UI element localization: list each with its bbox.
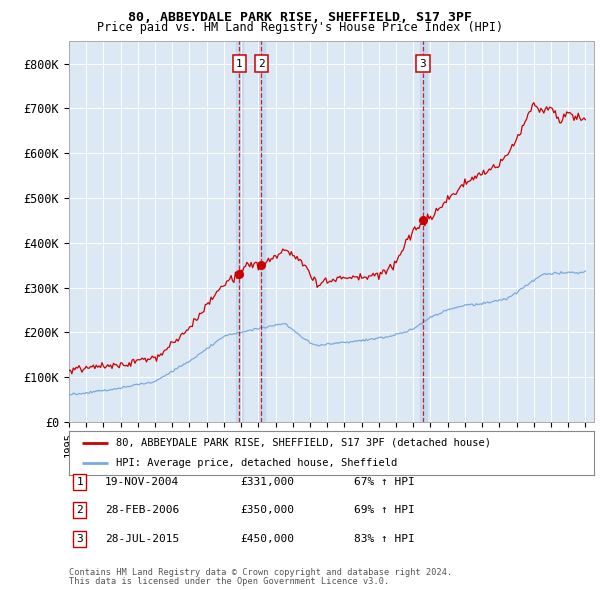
Bar [236,41,243,422]
Text: 1: 1 [236,58,243,68]
Text: 2: 2 [258,58,265,68]
Text: Price paid vs. HM Land Registry's House Price Index (HPI): Price paid vs. HM Land Registry's House … [97,21,503,34]
Text: 3: 3 [76,534,83,543]
Text: 69% ↑ HPI: 69% ↑ HPI [354,506,415,515]
Text: £350,000: £350,000 [240,506,294,515]
Text: 28-JUL-2015: 28-JUL-2015 [105,534,179,543]
Text: 1: 1 [76,477,83,487]
Bar [419,41,427,422]
Text: £450,000: £450,000 [240,534,294,543]
Bar [258,41,265,422]
Text: 19-NOV-2004: 19-NOV-2004 [105,477,179,487]
Text: 80, ABBEYDALE PARK RISE, SHEFFIELD, S17 3PF: 80, ABBEYDALE PARK RISE, SHEFFIELD, S17 … [128,11,472,24]
Text: This data is licensed under the Open Government Licence v3.0.: This data is licensed under the Open Gov… [69,578,389,586]
Text: HPI: Average price, detached house, Sheffield: HPI: Average price, detached house, Shef… [116,458,398,468]
Text: 3: 3 [419,58,427,68]
Text: £331,000: £331,000 [240,477,294,487]
Text: 28-FEB-2006: 28-FEB-2006 [105,506,179,515]
Text: 2: 2 [76,506,83,515]
Text: Contains HM Land Registry data © Crown copyright and database right 2024.: Contains HM Land Registry data © Crown c… [69,568,452,577]
Text: 67% ↑ HPI: 67% ↑ HPI [354,477,415,487]
Text: 80, ABBEYDALE PARK RISE, SHEFFIELD, S17 3PF (detached house): 80, ABBEYDALE PARK RISE, SHEFFIELD, S17 … [116,438,491,448]
Text: 83% ↑ HPI: 83% ↑ HPI [354,534,415,543]
